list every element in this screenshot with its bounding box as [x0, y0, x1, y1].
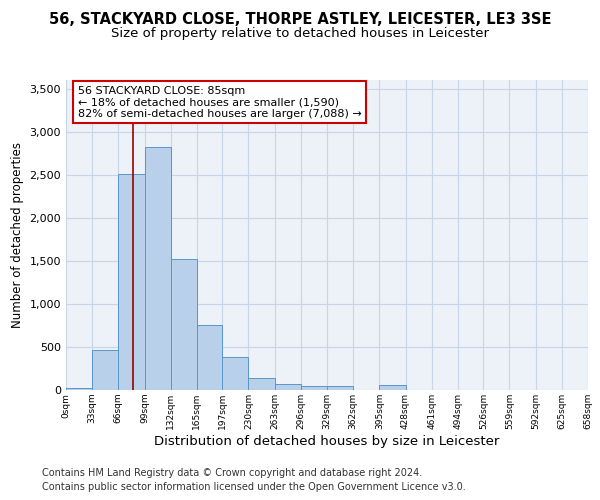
Text: 56, STACKYARD CLOSE, THORPE ASTLEY, LEICESTER, LE3 3SE: 56, STACKYARD CLOSE, THORPE ASTLEY, LEIC… — [49, 12, 551, 28]
Bar — [197, 326, 222, 390]
Bar — [327, 386, 353, 390]
Text: Size of property relative to detached houses in Leicester: Size of property relative to detached ho… — [111, 28, 489, 40]
Bar — [92, 350, 118, 390]
Text: Contains public sector information licensed under the Open Government Licence v3: Contains public sector information licen… — [42, 482, 466, 492]
Bar — [222, 358, 248, 390]
Bar — [248, 378, 275, 390]
Bar — [145, 147, 171, 390]
Bar — [301, 386, 327, 390]
Bar — [66, 388, 92, 390]
Y-axis label: Number of detached properties: Number of detached properties — [11, 142, 24, 328]
Bar — [118, 174, 145, 390]
Bar — [379, 386, 406, 390]
X-axis label: Distribution of detached houses by size in Leicester: Distribution of detached houses by size … — [154, 434, 500, 448]
Text: 56 STACKYARD CLOSE: 85sqm
← 18% of detached houses are smaller (1,590)
82% of se: 56 STACKYARD CLOSE: 85sqm ← 18% of detac… — [78, 86, 362, 119]
Bar — [275, 384, 301, 390]
Text: Contains HM Land Registry data © Crown copyright and database right 2024.: Contains HM Land Registry data © Crown c… — [42, 468, 422, 477]
Bar — [171, 259, 197, 390]
